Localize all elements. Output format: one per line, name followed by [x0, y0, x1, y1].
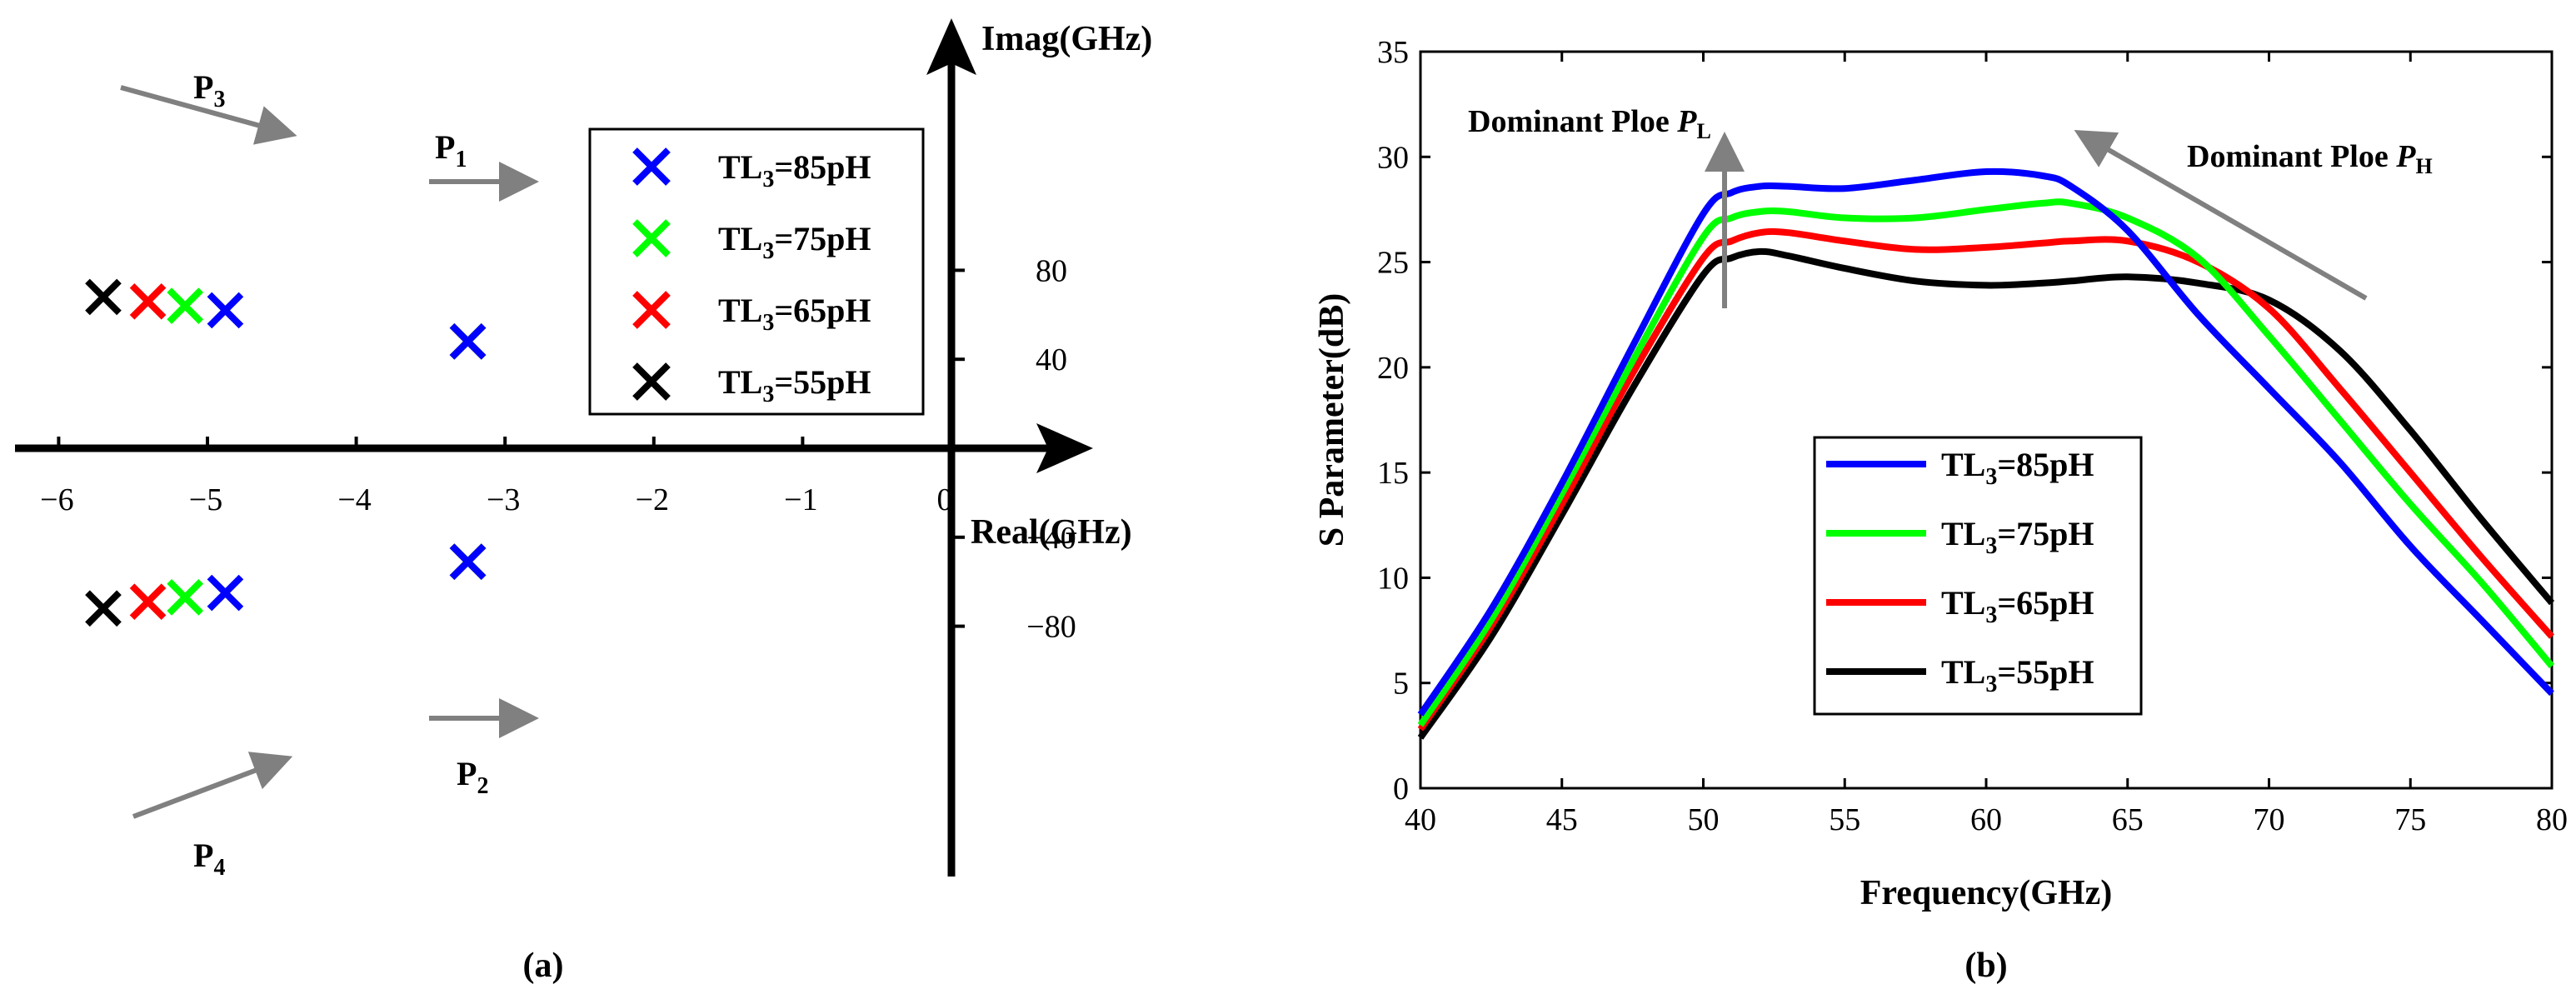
legend-label: TL3=75pH: [718, 220, 871, 264]
legend-label: TL3=65pH: [718, 292, 871, 336]
x-tick-label: 70: [2254, 802, 2285, 837]
x-tick-label: −1: [784, 482, 817, 517]
annotation-ph: Dominant Ploe PH: [2187, 139, 2433, 178]
y-tick-label: 0: [1393, 772, 1409, 807]
x-axis-label: Real(GHz): [971, 513, 1132, 552]
legend-box: [1813, 436, 2143, 716]
y-tick-label: 30: [1377, 140, 1409, 175]
x-tick-label: 65: [2112, 802, 2144, 837]
y-tick-label: 20: [1377, 351, 1409, 386]
x-tick-label: 75: [2394, 802, 2426, 837]
legend: TL3=85pH TL3=75pH TL3=65pH TL3=55pH: [1813, 436, 2143, 716]
pole-marker: [207, 292, 244, 329]
pole-label-p4: P4: [193, 837, 225, 881]
pole-zero-plot: −6 −5 −4 −3 −2 −1 0 80 40 −40 −80 Imag(GHz) Real(G…: [15, 18, 1152, 985]
x-tick-label: −2: [636, 482, 669, 517]
x-tick-label: 50: [1688, 802, 1720, 837]
caption-a: (a): [523, 947, 564, 985]
pole-marker: [167, 287, 204, 324]
pole-marker: [85, 278, 122, 316]
y-tick-label: 25: [1377, 246, 1409, 281]
legend-label: TL3=55pH: [1941, 653, 2094, 697]
legend-marker: [632, 219, 671, 257]
tick-group: −6 −5 −4 −3 −2 −1 0 80 40 −40 −80: [40, 253, 1076, 644]
legend: TL3=85pH TL3=75pH TL3=65pH TL3=55pH: [588, 127, 925, 416]
pole-marker: [129, 282, 167, 320]
series-line: [1417, 167, 2554, 717]
pole-marker: [129, 583, 167, 621]
y-tick-label: 40: [1036, 342, 1067, 377]
x-tick-label: 60: [1970, 802, 2002, 837]
x-tick-label: −4: [337, 482, 371, 517]
legend-label: TL3=85pH: [1941, 446, 2094, 490]
x-tick-label: −6: [40, 482, 73, 517]
y-axis-arrowhead: [926, 18, 976, 75]
arrow-ph: [2074, 130, 2368, 301]
pole-marker: [167, 579, 204, 616]
legend-marker: [632, 147, 671, 186]
x-tick-label: 80: [2536, 802, 2568, 837]
legend-label: TL3=75pH: [1941, 515, 2094, 559]
pole-label-p2: P2: [457, 755, 488, 799]
x-tick-label: −5: [189, 482, 222, 517]
pole-markers: [85, 278, 487, 627]
x-tick-label: 0: [937, 482, 953, 517]
x-tick-label: 45: [1546, 802, 1578, 837]
pole-marker: [449, 323, 487, 360]
arrow-p4: [132, 752, 293, 819]
legend-label: TL3=85pH: [718, 148, 871, 192]
legend-marker: [632, 362, 671, 401]
series-line: [1417, 198, 2555, 727]
arrow-p3: [120, 85, 297, 145]
pole-marker: [449, 543, 487, 580]
pole-marker: [85, 590, 122, 627]
y-tick-label: 5: [1393, 667, 1409, 702]
legend-marker: [632, 291, 671, 329]
y-tick-label: −80: [1026, 610, 1076, 645]
x-tick-label: 40: [1405, 802, 1436, 837]
y-tick-label: 80: [1036, 253, 1067, 288]
y-tick-label: −40: [1026, 521, 1076, 556]
x-axis-arrowhead: [1036, 423, 1093, 473]
x-tick-label: −3: [487, 482, 520, 517]
s-parameter-chart: 40 45 50 55 60 65 70 75 80 0 5 10 15 20 25 30 35 Frequen…: [1313, 35, 2568, 985]
x-tick-label: 55: [1829, 802, 1860, 837]
legend-label: TL3=55pH: [718, 363, 871, 407]
pole-label-p1: P1: [435, 128, 467, 172]
series-line: [1417, 227, 2554, 732]
pole-marker: [207, 574, 244, 612]
x-axis-label: Frequency(GHz): [1860, 874, 2113, 912]
caption-b: (b): [1964, 947, 2007, 985]
series-line: [1417, 247, 2555, 740]
pole-label-p3: P3: [193, 68, 225, 112]
annotation-pl: Dominant Ploe PL: [1468, 104, 1711, 143]
y-tick-label: 10: [1377, 561, 1409, 596]
y-tick-label: 15: [1377, 456, 1409, 491]
y-tick-label: 35: [1377, 35, 1409, 70]
y-axis-label: S Parameter(dB): [1313, 293, 1351, 547]
legend-label: TL3=65pH: [1941, 584, 2094, 628]
y-axis-label: Imag(GHz): [981, 20, 1152, 58]
